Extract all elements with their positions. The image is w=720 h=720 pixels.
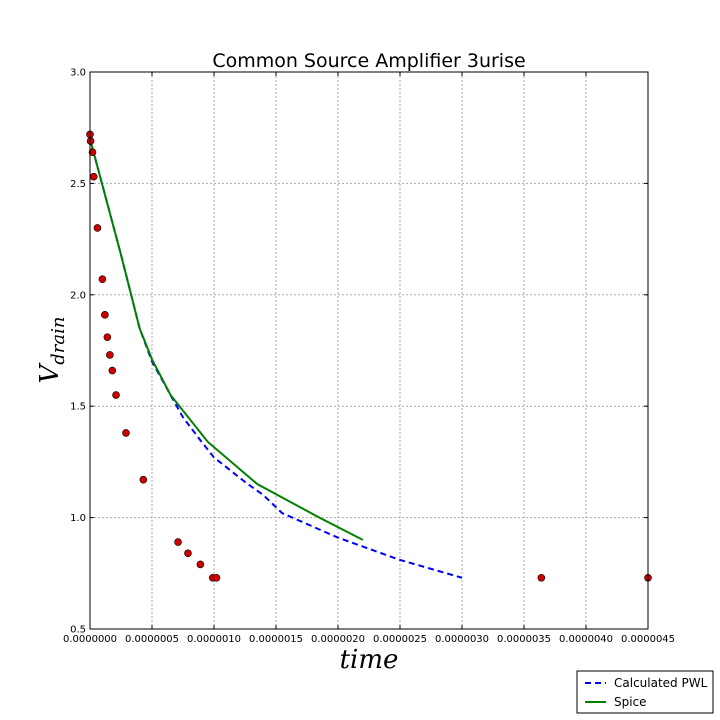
- data-point: [184, 549, 192, 558]
- data-point: [86, 137, 95, 145]
- x-tick-label: 0.0000045: [621, 634, 675, 645]
- x-tick-label: 0.0000000: [63, 634, 117, 645]
- data-point: [103, 333, 112, 341]
- data-point: [212, 573, 221, 582]
- data-point: [89, 172, 98, 181]
- data-point: [112, 391, 120, 399]
- data-point: [139, 475, 148, 484]
- chart-title: Common Source Amplifier 3urise: [212, 50, 525, 72]
- y-tick-label: 2.5: [70, 179, 86, 190]
- y-tick-label: 0.5: [70, 625, 86, 636]
- data-point: [106, 351, 114, 359]
- data-point: [108, 366, 117, 375]
- x-tick-label: 0.0000020: [311, 634, 365, 645]
- grid-lines: [90, 72, 648, 629]
- plot-frame: [89, 71, 649, 630]
- x-tick-label: 0.0000005: [125, 634, 179, 645]
- y-axis-label-base: V: [35, 363, 65, 384]
- data-point: [537, 573, 546, 582]
- y-tick-label: 1.5: [70, 402, 86, 413]
- legend: Calculated PWL Spice: [576, 670, 714, 714]
- x-tick-label: 0.0000030: [435, 634, 489, 645]
- x-tick-label: 0.0000035: [497, 634, 551, 645]
- data-point: [122, 429, 130, 437]
- tick-layer: 0.0000000 0.0000005 0.0000010 0.0000015 0.00…: [63, 68, 675, 646]
- data-point: [88, 148, 97, 157]
- x-tick-label: 0.0000025: [373, 634, 427, 645]
- x-tick-label: 0.0000015: [249, 634, 303, 645]
- x-tick-label: 0.0000040: [559, 634, 613, 645]
- data-point: [196, 560, 205, 569]
- legend-box: [576, 670, 714, 714]
- legend-label-spice: Spice: [614, 695, 647, 709]
- legend-label-calculated-pwl: Calculated PWL: [614, 676, 708, 690]
- data-point: [98, 275, 107, 284]
- x-axis-label: time: [340, 645, 399, 675]
- data-point: [101, 311, 109, 319]
- data-point: [174, 538, 182, 546]
- y-tick-label: 3.0: [70, 68, 86, 79]
- data-point: [93, 224, 102, 232]
- y-axis-label-sub: drain: [48, 317, 69, 365]
- y-tick-label: 2.0: [70, 290, 86, 301]
- y-axis-label: Vdrain: [35, 317, 69, 384]
- series-line-spice: [89, 138, 364, 541]
- y-tick-label: 1.0: [70, 513, 86, 524]
- x-tick-label: 0.0000010: [187, 634, 241, 645]
